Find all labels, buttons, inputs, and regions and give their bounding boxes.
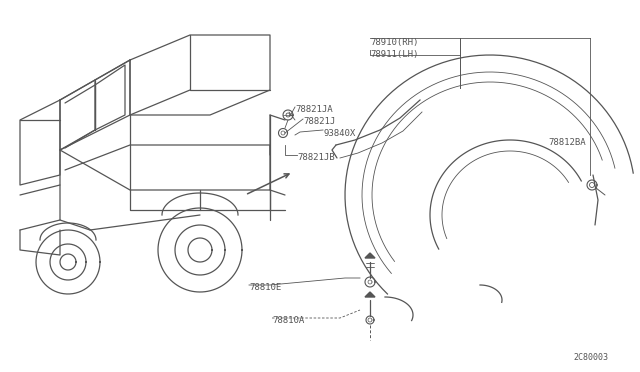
Text: 78821J: 78821J	[303, 117, 335, 126]
Text: 2C80003: 2C80003	[573, 353, 608, 362]
Polygon shape	[365, 253, 375, 258]
Text: 78812BA: 78812BA	[548, 138, 586, 147]
Text: 78821JA: 78821JA	[295, 105, 333, 114]
Text: 78911(LH): 78911(LH)	[370, 50, 419, 59]
Text: 78810E: 78810E	[249, 283, 281, 292]
Text: 93840X: 93840X	[323, 129, 355, 138]
Text: 78821JB: 78821JB	[297, 153, 335, 162]
Text: 78910(RH): 78910(RH)	[370, 38, 419, 47]
Polygon shape	[365, 292, 375, 297]
Text: 78810A: 78810A	[272, 316, 304, 325]
